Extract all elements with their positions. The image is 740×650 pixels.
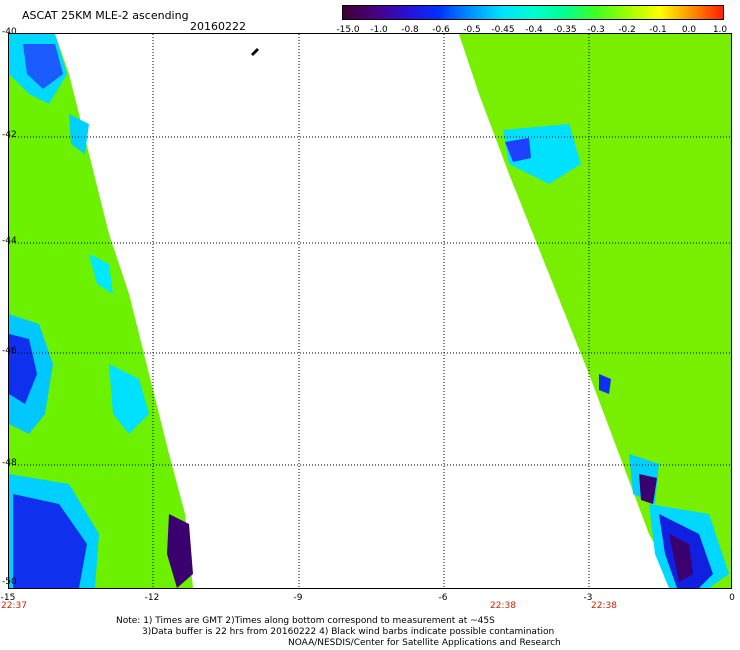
longitude-tick-label: -9	[293, 593, 303, 603]
colorbar-label: -0.8	[401, 25, 419, 35]
left-swath-patch	[109, 364, 149, 434]
longitude-tick-label: -6	[438, 593, 448, 603]
latitude-tick-label: -50	[2, 577, 17, 587]
right-swath-patch	[639, 474, 657, 504]
left-swath-patch	[23, 44, 63, 89]
left-swath-patch	[69, 114, 89, 154]
right-swath	[459, 34, 731, 588]
colorbar-label: -0.4	[525, 25, 543, 35]
colorbar-label: -15.0	[336, 25, 360, 35]
right-swath-patch	[505, 138, 531, 162]
latitude-tick-label: -42	[2, 130, 17, 140]
colorbar-label: -0.2	[618, 25, 636, 35]
colorbar-label: 1.0	[712, 25, 728, 35]
colorbar-label: -0.45	[491, 25, 515, 35]
longitude-tick-label: 0	[729, 593, 735, 603]
wind-barb-mark	[251, 48, 259, 56]
right-swath-patch	[669, 534, 693, 582]
right-swath-patch	[503, 124, 581, 184]
colorbar-label: -0.5	[463, 25, 481, 35]
colorbar	[342, 5, 724, 20]
swath-time-label: 22:38	[591, 601, 617, 611]
map-plot	[9, 34, 731, 588]
colorbar-label: -0.1	[649, 25, 667, 35]
left-swath-patch	[9, 334, 37, 404]
latitude-tick-label: -40	[2, 27, 17, 37]
right-swath-patch	[599, 374, 611, 394]
product-date: 20160222	[190, 20, 246, 33]
left-swath-patch	[13, 494, 87, 588]
map-area	[8, 33, 732, 589]
colorbar-label: -0.3	[587, 25, 605, 35]
swath-time-label: 22:38	[490, 601, 516, 611]
longitude-tick-label: -3	[583, 593, 593, 603]
colorbar-label: -0.6	[432, 25, 450, 35]
latitude-tick-label: -46	[2, 346, 17, 356]
product-title: ASCAT 25KM MLE-2 ascending	[22, 9, 189, 22]
footnote-line-1: Note: 1) Times are GMT 2)Times along bot…	[116, 616, 495, 626]
footnote-line-3: NOAA/NESDIS/Center for Satellite Applica…	[288, 638, 561, 648]
swath-time-label: 22:37	[1, 601, 27, 611]
footnote-line-2: 3)Data buffer is 22 hrs from 20160222 4)…	[142, 627, 555, 637]
left-swath-patch	[89, 254, 113, 294]
colorbar-label: -0.35	[553, 25, 577, 35]
latitude-tick-label: -48	[2, 458, 17, 468]
longitude-tick-label: -12	[144, 593, 160, 603]
left-swath	[9, 34, 193, 588]
colorbar-label: -1.0	[370, 25, 388, 35]
latitude-tick-label: -44	[2, 236, 17, 246]
colorbar-label: 0.0	[681, 25, 697, 35]
longitude-tick-label: -15	[0, 593, 16, 603]
left-swath-patch	[167, 514, 193, 588]
